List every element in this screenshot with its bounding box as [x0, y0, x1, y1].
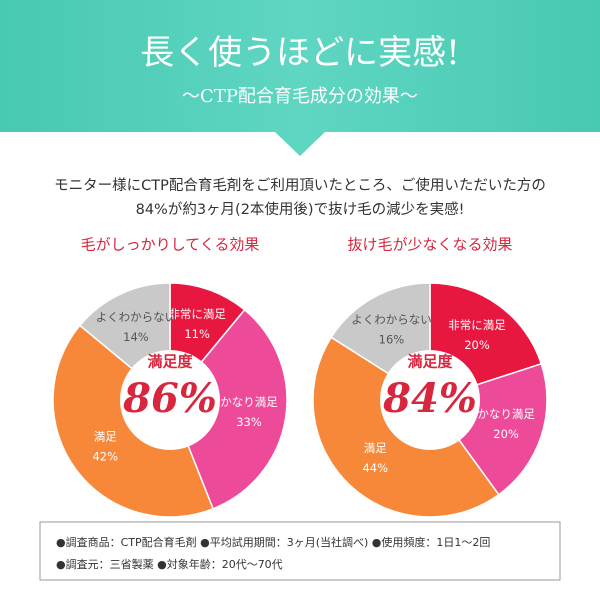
center-hole	[120, 350, 220, 450]
slice-value-label: 44%	[362, 461, 388, 475]
slice-value-label: 33%	[236, 415, 262, 429]
footnote-line: ●調査商品：CTP配合育毛剤 ●平均試用期間：3ヶ月(当社調べ) ●使用頻度：1…	[56, 535, 490, 549]
slice-label: 満足	[364, 441, 387, 455]
header-title: 長く使うほどに実感!	[140, 33, 460, 73]
slice-value-label: 42%	[92, 450, 118, 464]
slice-label: 満足	[94, 430, 117, 444]
slice-label: よくわからない	[351, 312, 432, 326]
center-hole	[380, 350, 480, 450]
intro-line: モニター様にCTP配合育毛剤をご利用頂いたところ、ご使用いただいた方の	[54, 177, 546, 194]
slice-label: 非常に満足	[448, 318, 506, 332]
footnote-box	[39, 521, 561, 581]
chart-title: 抜け毛が少なくなる効果	[347, 236, 512, 254]
chart-title: 毛がしっかりしてくる効果	[81, 236, 260, 254]
slice-value-label: 16%	[379, 332, 405, 346]
pie-slice	[169, 308, 288, 510]
center-value: 84%	[382, 375, 477, 422]
slice-label: 非常に満足	[168, 307, 226, 321]
slice-value-label: 11%	[184, 327, 210, 341]
center-label: 満足度	[147, 353, 193, 371]
slice-label: かなり満足	[220, 395, 278, 409]
slice-label: よくわからない	[96, 310, 177, 324]
slice-value-label: 14%	[123, 330, 149, 344]
slice-value-label: 20%	[464, 338, 490, 352]
intro-line: 84%が約3ヶ月(2本使用後)で抜け毛の減少を実感!	[136, 201, 465, 218]
header-band	[0, 0, 600, 156]
center-value: 86%	[122, 375, 217, 422]
slice-value-label: 20%	[493, 427, 519, 441]
slice-label: かなり満足	[477, 407, 535, 421]
footnote-line: ●調査元：三省製薬 ●対象年齢：20代～70代	[56, 557, 283, 571]
center-label: 満足度	[407, 353, 453, 371]
header-subtitle: ～CTP配合育毛成分の効果～	[182, 86, 418, 107]
